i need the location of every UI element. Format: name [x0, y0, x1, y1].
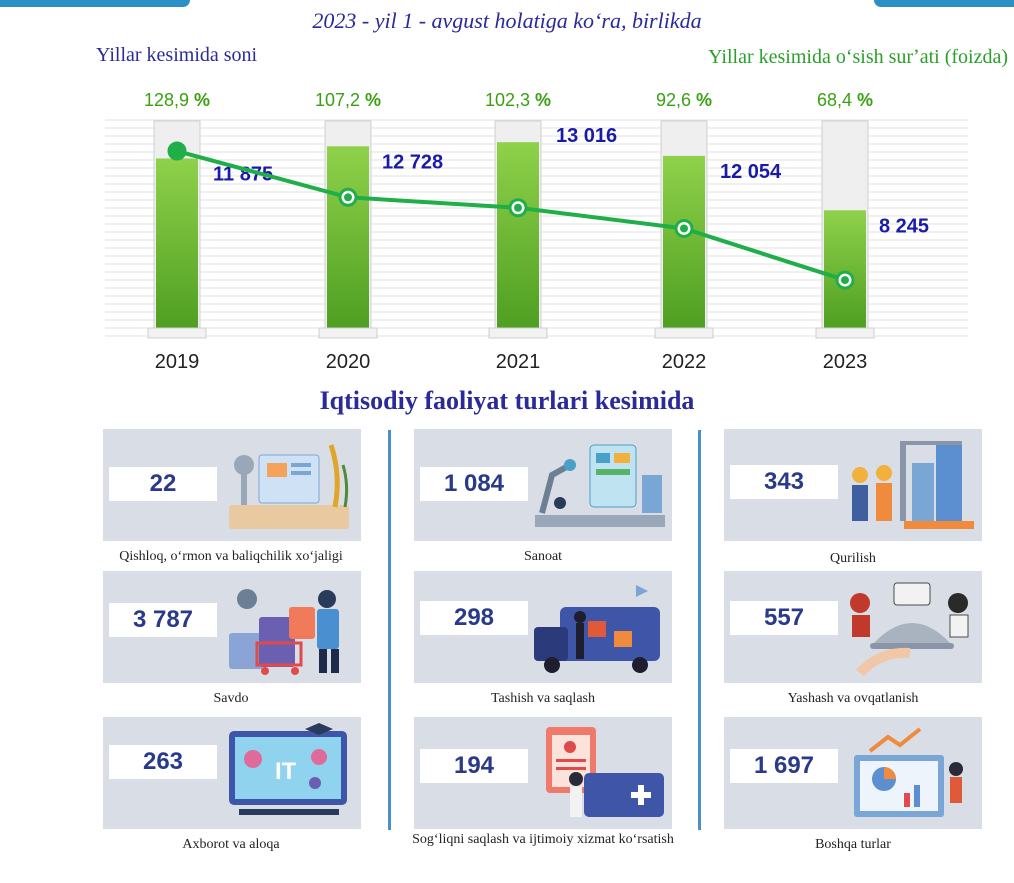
sector-caption: Sogʻliqni saqlash va ijtimoiy xizmat koʻ…	[412, 832, 674, 847]
sector-value: 22	[109, 467, 217, 501]
growth-rate-label: 68,4 %	[817, 90, 873, 110]
sector-caption: Qurilish	[830, 551, 876, 566]
sector-value: 194	[420, 749, 528, 783]
growth-rate-label: 92,6 %	[656, 90, 712, 110]
header-accent-left	[0, 0, 190, 7]
bar-base	[815, 327, 875, 339]
analytics-board-icon	[854, 727, 963, 817]
health-card-icon	[546, 727, 664, 817]
shopping-icon	[229, 589, 339, 675]
sector-card-it: 263 IT	[103, 717, 361, 829]
svg-text:IT: IT	[275, 758, 297, 785]
header-accent-right	[874, 0, 1014, 7]
bar-base	[318, 327, 378, 339]
sector-value: 263	[109, 745, 217, 779]
sector-card-trade: 3 787	[103, 571, 361, 683]
sector-value: 343	[730, 465, 838, 499]
sector-card-industry: 1 084	[414, 429, 672, 541]
sector-card-other: 1 697	[724, 717, 982, 829]
growth-rate-point-core	[841, 276, 849, 285]
bar-value-label: 12 054	[720, 161, 782, 183]
sector-card-agriculture: 22	[103, 429, 361, 541]
sector-value: 557	[730, 601, 838, 635]
x-tick-label: 2020	[326, 351, 371, 373]
bar-base	[147, 327, 207, 339]
bar	[497, 142, 539, 328]
enterprise-count-chart: 2019 11 875 128,9 % 2020 12 728 107,2 % 2021 13…	[105, 90, 968, 373]
growth-rate-point-core	[344, 193, 352, 202]
growth-rate-label: 102,3 %	[485, 90, 551, 110]
factory-robot-icon	[535, 444, 665, 527]
bar	[156, 158, 198, 328]
bar-value-label: 13 016	[556, 125, 617, 147]
food-service-icon	[850, 582, 969, 677]
bar-base	[654, 327, 714, 339]
growth-rate-label: 107,2 %	[315, 90, 381, 110]
sector-value: 1 084	[420, 467, 528, 501]
sector-card-transport: 298	[414, 571, 672, 683]
sector-card-construction: 343	[724, 429, 982, 541]
growth-rate-point-core	[680, 224, 688, 233]
growth-series-label: Yillar kesimida oʻsish surʼati (foizda)	[708, 46, 1008, 68]
column-divider	[698, 430, 701, 830]
sector-caption: Axborot va aloqa	[182, 837, 280, 852]
sector-caption: Savdo	[213, 691, 249, 706]
x-tick-label: 2021	[496, 351, 541, 373]
x-tick-label: 2019	[155, 351, 200, 373]
bar	[824, 210, 866, 328]
bar	[663, 155, 705, 328]
chart-subtitle: 2023 - yil 1 - avgust holatiga koʻra, bi…	[312, 8, 702, 33]
section-title: Iqtisodiy faoliyat turlari kesimida	[319, 386, 695, 415]
sector-caption: Tashish va saqlash	[490, 691, 595, 706]
sector-caption: Qishloq, oʻrmon va baliqchilik xoʻjaligi	[119, 549, 343, 564]
growth-rate-point-core	[514, 203, 522, 212]
x-tick-label: 2022	[662, 351, 707, 373]
bar-value-label: 8 245	[879, 215, 929, 237]
sector-value: 3 787	[109, 603, 217, 637]
sector-caption: Yashash va ovqatlanish	[787, 691, 919, 706]
sector-caption: Sanoat	[523, 549, 563, 564]
column-divider	[388, 430, 391, 830]
sector-caption: Boshqa turlar	[815, 837, 891, 852]
x-tick-label: 2023	[823, 351, 868, 373]
bar-value-label: 11 875	[213, 163, 273, 185]
bar-base	[488, 327, 548, 339]
sector-value: 298	[420, 601, 528, 635]
sector-value: 1 697	[730, 749, 838, 783]
construction-workers-icon	[852, 441, 974, 529]
bar	[327, 146, 369, 328]
sector-card-hospitality: 557	[724, 571, 982, 683]
growth-rate-label: 128,9 %	[144, 90, 210, 110]
bar-value-label: 12 728	[382, 151, 443, 173]
it-monitor-icon: IT	[229, 723, 347, 815]
growth-rate-point	[167, 141, 187, 161]
delivery-truck-icon	[534, 585, 660, 673]
count-series-label: Yillar kesimida soni	[96, 44, 258, 66]
sector-card-health: 194	[414, 717, 672, 829]
agriculture-lab-icon	[229, 444, 349, 529]
